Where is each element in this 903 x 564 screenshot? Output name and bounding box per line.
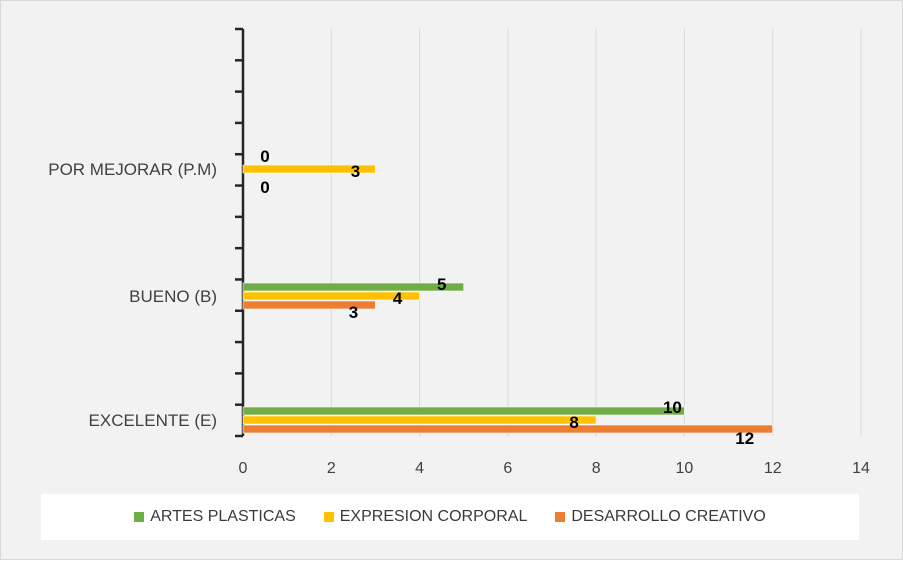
category-label: POR MEJORAR (P.M) bbox=[48, 160, 217, 179]
legend-swatch bbox=[134, 512, 145, 522]
x-tick-label: 14 bbox=[852, 460, 870, 477]
legend-item-desarrollo-creativo: DESARROLLO CREATIVO bbox=[555, 508, 766, 526]
legend: ARTES PLASTICAS EXPRESION CORPORAL DESARRO… bbox=[41, 494, 859, 540]
bar-expresion-corporal bbox=[242, 415, 597, 425]
legend-swatch bbox=[555, 512, 566, 522]
data-label: 5 bbox=[437, 275, 446, 294]
x-tick-label: 8 bbox=[592, 460, 601, 477]
bar-expresion-corporal bbox=[242, 291, 420, 301]
x-tick-label: 6 bbox=[503, 460, 512, 477]
legend-label: DESARROLLO CREATIVO bbox=[571, 508, 766, 525]
data-label: 3 bbox=[349, 303, 358, 322]
x-tick-labels: 0 2 4 6 8 10 12 14 bbox=[239, 460, 870, 477]
legend-label: EXPRESION CORPORAL bbox=[339, 508, 528, 525]
x-tick-label: 12 bbox=[764, 460, 782, 477]
gridlines bbox=[330, 29, 862, 436]
data-label: 4 bbox=[393, 289, 403, 308]
category-label: EXCELENTE (E) bbox=[89, 411, 217, 430]
bar-expresion-corporal bbox=[242, 164, 376, 174]
data-label: 0 bbox=[260, 147, 269, 166]
data-labels: 10 8 12 5 4 3 0 3 0 bbox=[260, 147, 754, 448]
category-labels: EXCELENTE (E) BUENO (B) POR MEJORAR (P.M) bbox=[48, 160, 217, 430]
data-label: 10 bbox=[663, 398, 682, 417]
bar-desarrollo-creativo bbox=[242, 300, 376, 310]
x-tick-label: 4 bbox=[415, 460, 424, 477]
x-tick-label: 2 bbox=[327, 460, 336, 477]
bar-desarrollo-creativo bbox=[242, 424, 774, 434]
data-label: 0 bbox=[260, 178, 269, 197]
legend-item-expresion-corporal: EXPRESION CORPORAL bbox=[323, 508, 528, 526]
bar-artes-plasticas bbox=[242, 282, 465, 292]
x-tick-label: 10 bbox=[676, 460, 694, 477]
x-tick-label: 0 bbox=[239, 460, 248, 477]
category-label: BUENO (B) bbox=[129, 287, 217, 306]
data-label: 8 bbox=[569, 413, 578, 432]
y-axis bbox=[235, 27, 245, 438]
legend-swatch bbox=[323, 512, 334, 522]
data-label: 12 bbox=[735, 429, 754, 448]
legend-label: ARTES PLASTICAS bbox=[150, 508, 296, 525]
bar-artes-plasticas bbox=[242, 406, 685, 416]
legend-item-artes-plasticas: ARTES PLASTICAS bbox=[134, 508, 296, 526]
bars bbox=[242, 164, 774, 434]
data-label: 3 bbox=[351, 162, 360, 181]
